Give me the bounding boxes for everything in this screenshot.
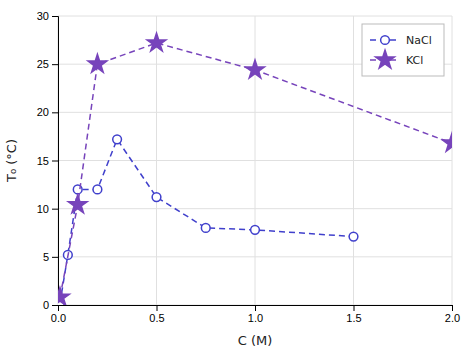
y-tick-label: 10 [37, 203, 49, 215]
y-tick-mark [52, 209, 58, 210]
grid-line-y [58, 16, 452, 17]
series-line [60, 139, 354, 303]
legend-label: KCl [406, 54, 423, 67]
x-axis: 0.0 0.5 1.0 1.5 2.0 [51, 305, 460, 324]
data-point [251, 225, 260, 234]
grid-line-y [58, 208, 452, 209]
data-point [246, 60, 265, 78]
legend-swatch-marker [376, 50, 395, 68]
legend: NaCl KCl [362, 24, 444, 76]
data-point [113, 135, 122, 144]
legend-item: NaCl [370, 34, 432, 47]
x-tick: 1.0 [248, 305, 263, 324]
y-axis: 0 5 10 15 20 25 30 [37, 10, 59, 311]
x-tick-label: 0.5 [149, 312, 164, 324]
data-point [68, 195, 87, 213]
legend-box [362, 24, 444, 76]
data-point [147, 33, 166, 51]
plot: 0.0 0.5 1.0 1.5 2.0 0 5 10 15 20 25 30 NaCl KCl [37, 10, 462, 324]
x-tick: 2.0 [445, 305, 460, 324]
y-axis-line [52, 17, 59, 306]
data-point [88, 54, 107, 72]
data-point [201, 224, 210, 233]
data-point [443, 133, 452, 151]
x-tick: 0.5 [149, 305, 164, 324]
y-tick: 10 [37, 203, 58, 215]
legend-label: NaCl [406, 34, 432, 47]
x-tick: 1.5 [346, 305, 361, 324]
y-tick-mark [52, 112, 58, 113]
x-tick-label: 2.0 [445, 312, 460, 324]
x-tick: 0.0 [51, 305, 66, 324]
y-tick: 30 [37, 10, 58, 22]
data-point [58, 287, 69, 305]
y-tick-mark [52, 16, 58, 17]
grid-line-y [58, 112, 452, 113]
y-tick-label: 30 [37, 10, 49, 22]
y-tick-label: 5 [43, 251, 49, 263]
data-point [349, 232, 358, 241]
chart: 0.0 0.5 1.0 1.5 2.0 0 5 10 15 20 25 30 NaCl KCl C (M) T… [0, 0, 474, 355]
y-tick: 20 [37, 106, 58, 118]
x-tick-mark [255, 305, 256, 311]
y-tick-label: 20 [37, 106, 49, 118]
x-tick-mark [452, 305, 453, 311]
y-tick-label: 0 [43, 299, 49, 311]
y-tick-label: 25 [37, 58, 49, 70]
x-axis-line [59, 306, 453, 312]
grid [58, 16, 452, 305]
data-point [152, 193, 161, 202]
data-point [93, 185, 102, 194]
y-axis-title: T₀ (°C) [4, 139, 19, 183]
y-tick: 0 [43, 299, 58, 311]
x-axis-title: C (M) [238, 333, 273, 348]
grid-line-y [58, 256, 452, 257]
y-tick: 15 [37, 155, 58, 167]
y-tick: 5 [43, 251, 58, 263]
x-tick-mark [157, 305, 158, 311]
x-tick-mark [354, 305, 355, 311]
y-tick-mark [52, 305, 58, 306]
x-tick-label: 1.5 [346, 312, 361, 324]
x-tick-label: 1.0 [248, 312, 263, 324]
y-tick: 25 [37, 58, 58, 70]
y-tick-mark [52, 161, 58, 162]
x-tick-label: 0.0 [51, 312, 66, 324]
y-tick-mark [52, 257, 58, 258]
y-tick-mark [52, 64, 58, 65]
series-line [60, 43, 452, 297]
legend-swatch-marker [381, 36, 390, 45]
legend-item: KCl [370, 50, 423, 68]
y-tick-label: 15 [37, 155, 49, 167]
grid-line-y [58, 160, 452, 161]
